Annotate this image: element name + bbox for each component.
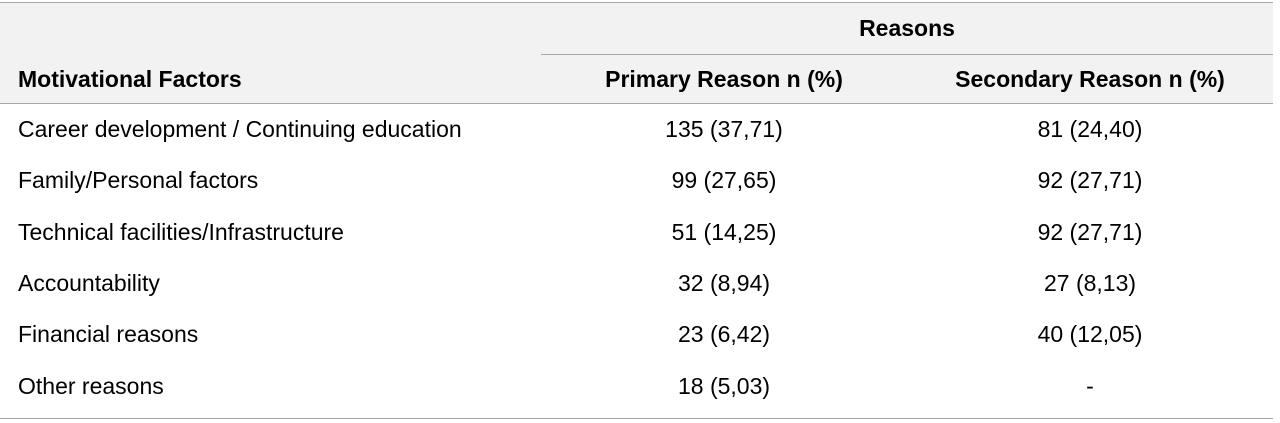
- table-row: Career development / Continuing educatio…: [0, 104, 1273, 155]
- secondary-reason-cell: 81 (24,40): [1037, 116, 1143, 143]
- table-header: Reasons Motivational Factors Primary Rea…: [0, 2, 1273, 104]
- factor-cell: Financial reasons: [18, 321, 199, 348]
- primary-reason-cell: 32 (8,94): [677, 270, 771, 297]
- primary-reason-cell: 99 (27,65): [671, 167, 777, 194]
- primary-reason-cell: 135 (37,71): [665, 116, 783, 143]
- factor-cell: Family/Personal factors: [18, 167, 259, 194]
- factor-cell: Career development / Continuing educatio…: [18, 116, 462, 143]
- motivational-factors-column-header: Motivational Factors: [18, 65, 242, 92]
- secondary-reason-cell: 40 (12,05): [1037, 321, 1143, 348]
- primary-reason-cell: 18 (5,03): [677, 372, 771, 399]
- primary-reason-column-header: Primary Reason n (%): [605, 65, 843, 92]
- primary-reason-cell: 23 (6,42): [677, 321, 771, 348]
- table-body: Career development / Continuing educatio…: [0, 104, 1273, 412]
- factor-cell: Accountability: [18, 270, 160, 297]
- factor-cell: Other reasons: [18, 372, 164, 399]
- table-bottom-rule: [0, 418, 1273, 419]
- secondary-reason-cell: -: [1086, 372, 1094, 399]
- primary-reason-cell: 51 (14,25): [671, 218, 777, 245]
- table-row: Family/Personal factors 99 (27,65) 92 (2…: [0, 155, 1273, 206]
- reasons-group-header: Reasons: [541, 3, 1273, 55]
- table-row: Financial reasons 23 (6,42) 40 (12,05): [0, 309, 1273, 360]
- secondary-reason-cell: 92 (27,71): [1037, 167, 1143, 194]
- secondary-reason-column-header: Secondary Reason n (%): [955, 65, 1225, 92]
- secondary-reason-cell: 27 (8,13): [1043, 270, 1137, 297]
- secondary-reason-cell: 92 (27,71): [1037, 218, 1143, 245]
- table-row: Technical facilities/Infrastructure 51 (…: [0, 207, 1273, 258]
- factor-cell: Technical facilities/Infrastructure: [18, 218, 344, 245]
- table-row: Accountability 32 (8,94) 27 (8,13): [0, 258, 1273, 309]
- table-row: Other reasons 18 (5,03) -: [0, 360, 1273, 411]
